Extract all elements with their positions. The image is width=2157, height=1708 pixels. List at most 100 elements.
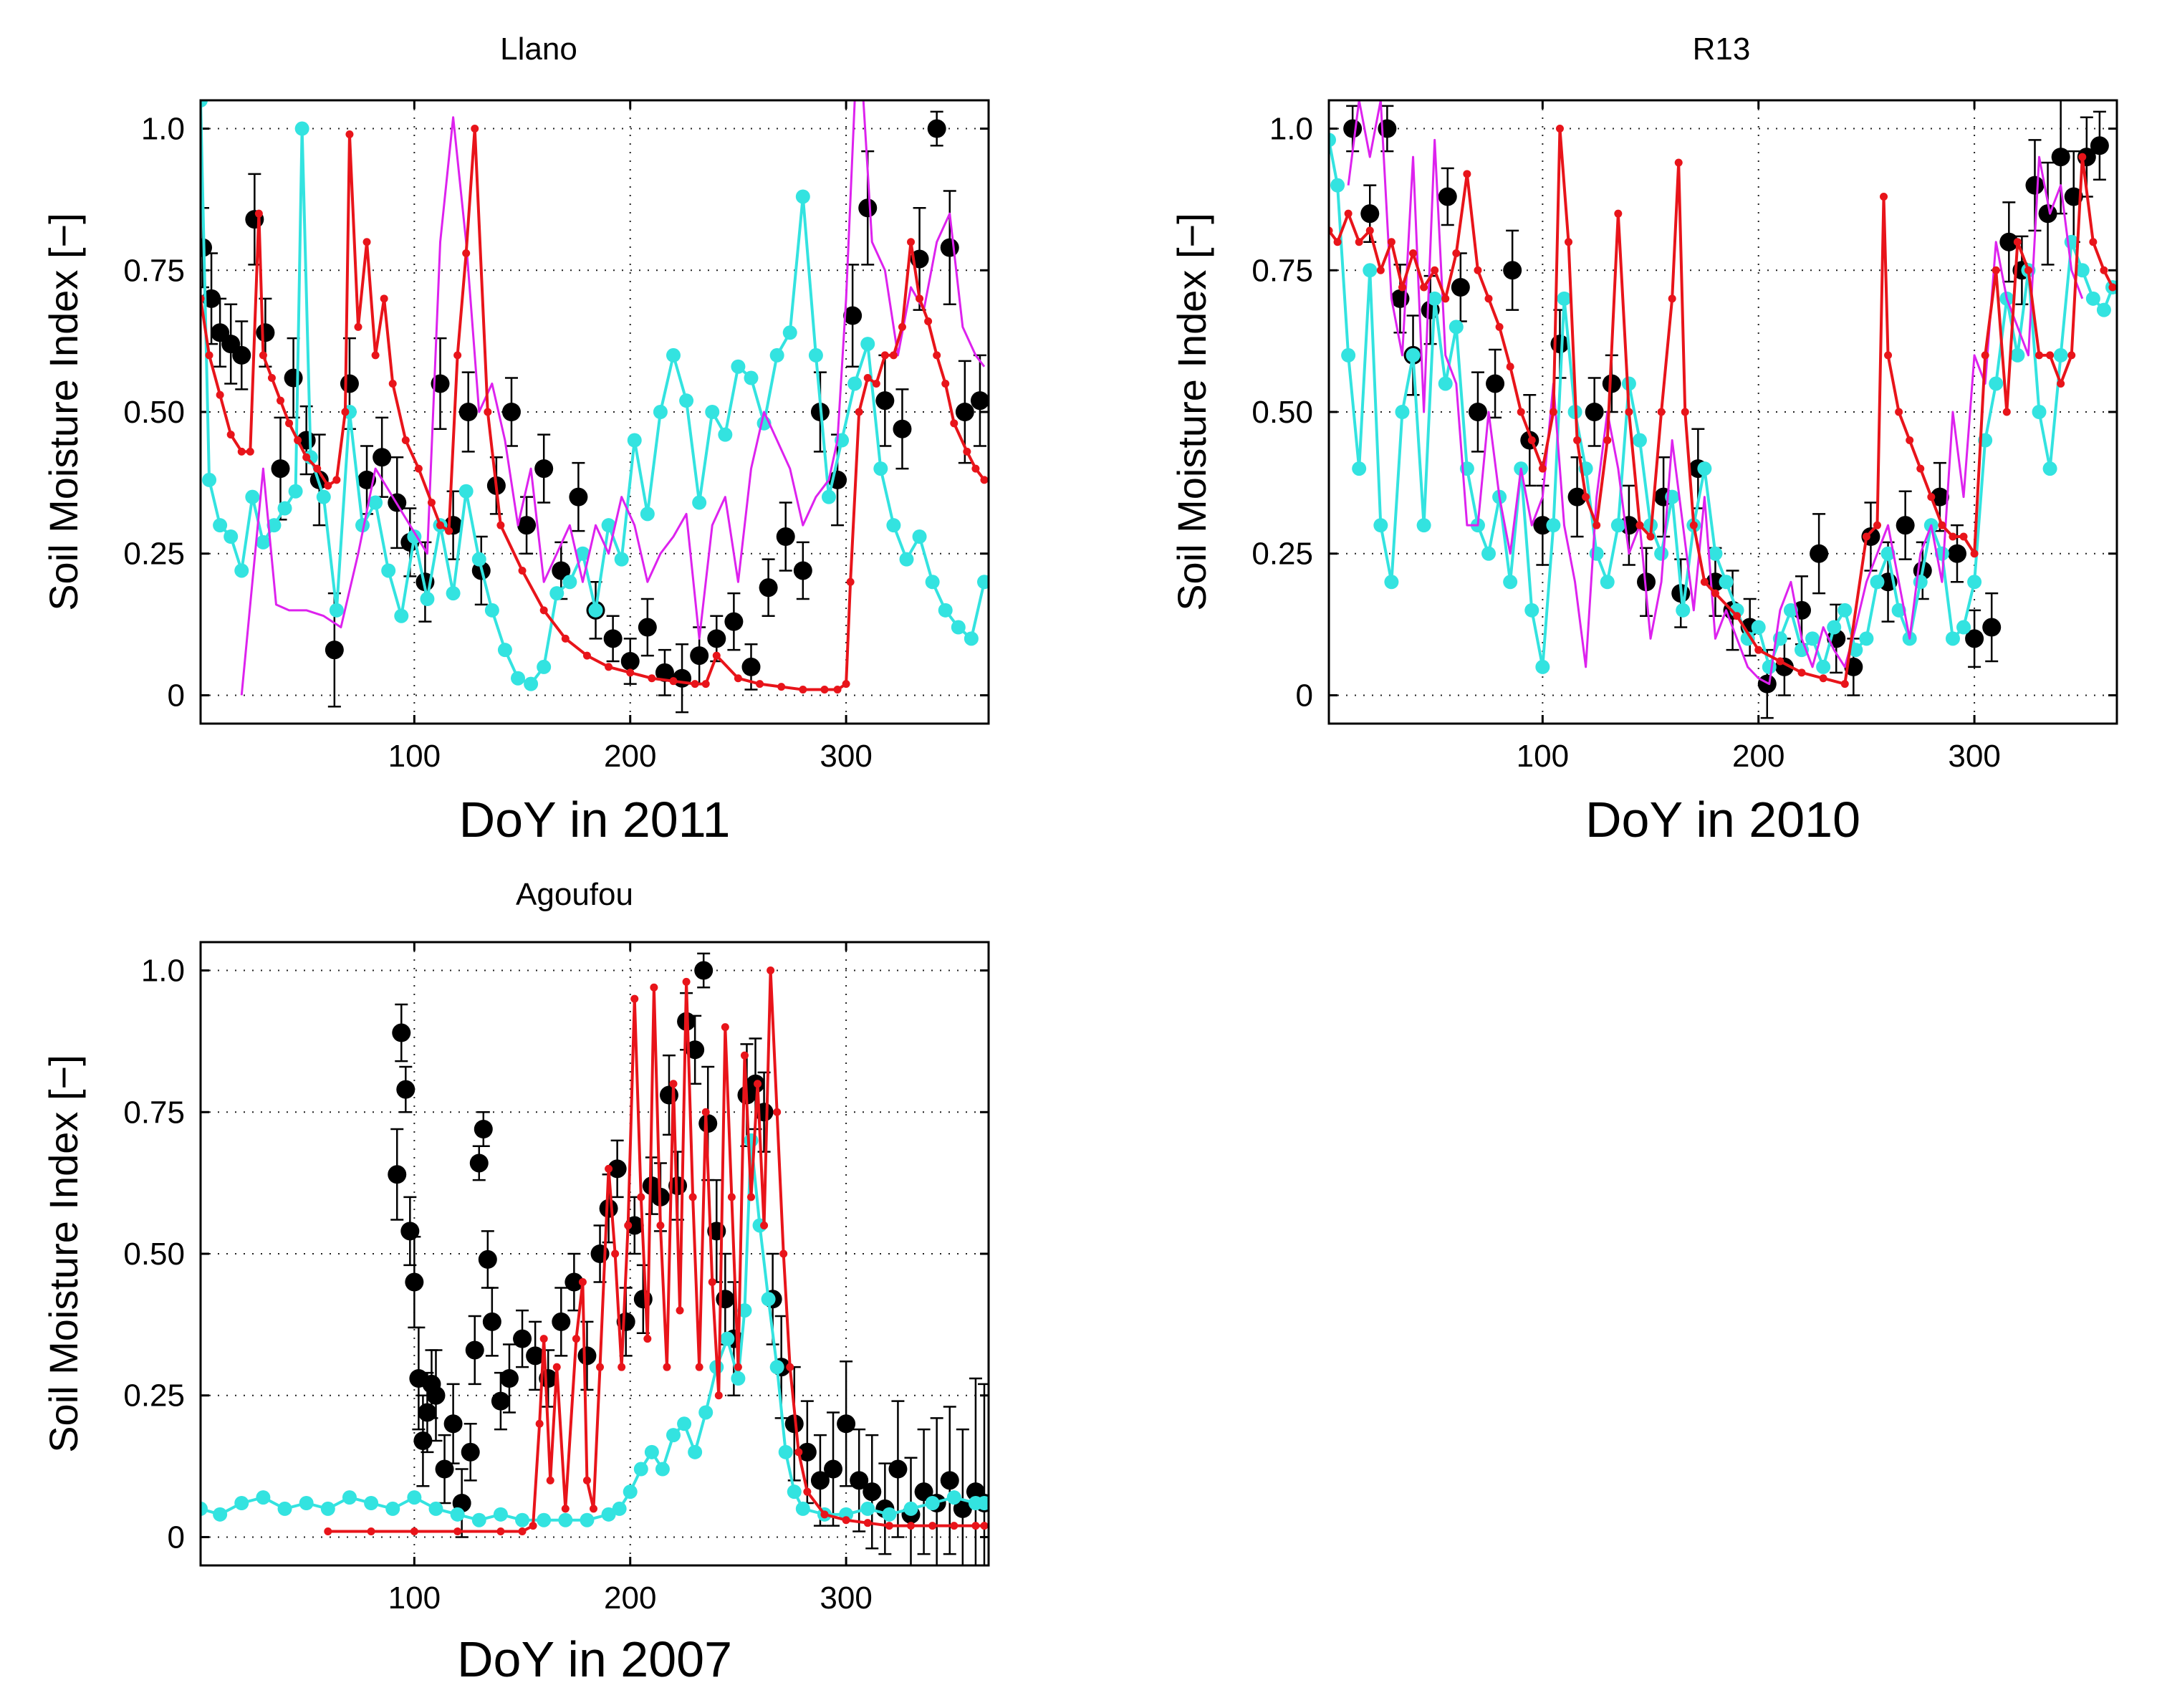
data-point-black: [690, 646, 709, 666]
data-point-cyan: [458, 484, 474, 499]
data-point-red: [605, 1164, 613, 1173]
data-point-cyan: [601, 518, 616, 533]
data-point-red: [313, 464, 322, 473]
data-point-red: [582, 651, 591, 660]
data-point-black: [373, 448, 392, 467]
data-point-cyan: [1535, 659, 1550, 674]
data-point-cyan: [1956, 620, 1971, 635]
data-point-black: [1343, 119, 1363, 138]
data-point-cyan: [677, 1416, 692, 1431]
data-point-red: [380, 294, 388, 303]
data-point-black: [793, 561, 812, 580]
data-point-red: [1355, 238, 1363, 246]
data-point-black: [465, 1340, 484, 1360]
grid-lines: [1329, 100, 2117, 724]
data-point-red: [2108, 283, 2117, 292]
data-point-cyan: [266, 518, 282, 533]
data-point-red: [2002, 408, 2011, 416]
x-axis-label: DoY in 2011: [459, 792, 731, 848]
series-cyan-line: [201, 1138, 984, 1522]
data-point-cyan: [886, 518, 901, 533]
series-cyan: [1329, 133, 2117, 674]
data-point-red: [1711, 589, 1719, 598]
data-point-red: [650, 983, 658, 992]
data-point-red: [1441, 294, 1450, 303]
data-point-black: [686, 1040, 705, 1060]
data-point-cyan: [2042, 461, 2057, 476]
data-point-red: [267, 374, 276, 383]
data-point-cyan: [623, 1484, 638, 1500]
data-point-cyan: [385, 1501, 400, 1516]
data-point-cyan: [737, 1303, 752, 1318]
data-point-black: [1550, 335, 1570, 354]
data-point-cyan: [234, 563, 249, 578]
y-tick-label: 0: [168, 678, 185, 713]
data-point-red: [341, 408, 350, 416]
data-point-black: [655, 663, 674, 682]
data-point-red: [756, 680, 764, 689]
data-point-black: [1451, 278, 1470, 297]
data-point-cyan: [1546, 518, 1561, 533]
data-point-red: [1387, 238, 1395, 246]
data-point-black: [396, 1080, 415, 1099]
data-point-cyan: [782, 325, 797, 340]
data-point-cyan: [2053, 347, 2068, 363]
data-point-cyan: [692, 495, 707, 510]
data-point-black: [1567, 487, 1587, 507]
x-tick-label: 100: [1517, 739, 1569, 774]
data-point-red: [1776, 657, 1784, 666]
data-point-black: [1982, 618, 2002, 637]
data-point-cyan: [1503, 575, 1518, 590]
data-point-black: [638, 618, 657, 637]
data-point-cyan: [1740, 631, 1755, 646]
data-point-red: [1517, 408, 1525, 416]
data-point-black: [2025, 176, 2045, 195]
data-point-cyan: [256, 534, 271, 550]
data-point-red: [721, 1023, 729, 1032]
data-point-black: [2090, 136, 2109, 155]
data-point-black: [461, 1442, 480, 1462]
plot-frame: [199, 99, 990, 725]
x-tick-label: 100: [388, 1580, 441, 1616]
data-point-black: [400, 1222, 420, 1241]
data-point-red: [345, 130, 354, 138]
data-point-black: [1965, 629, 1984, 648]
data-point-red: [436, 521, 445, 529]
data-point-red: [1873, 521, 1881, 529]
data-point-cyan: [484, 603, 499, 618]
data-point-red: [656, 1221, 665, 1229]
data-point-cyan: [288, 484, 303, 499]
series-cyan-line: [201, 100, 986, 686]
data-point-red: [1527, 436, 1536, 445]
data-point-red: [691, 680, 699, 689]
data-point-cyan: [769, 347, 784, 363]
data-point-cyan: [705, 405, 720, 419]
data-point-cyan: [2096, 302, 2111, 317]
data-point-cyan: [778, 1444, 793, 1459]
data-point-cyan: [627, 433, 642, 448]
data-point-red: [1754, 646, 1763, 654]
tick-labels: 100 200 300 0 0.25 0.50 0.75 1.0: [123, 954, 872, 1616]
data-point-red: [611, 1249, 620, 1258]
data-point-cyan: [1870, 575, 1885, 590]
data-point-red: [663, 1363, 671, 1371]
data-point-black: [625, 1216, 644, 1235]
data-point-cyan: [688, 1444, 703, 1459]
data-point-red: [401, 436, 410, 445]
data-point-red: [924, 317, 933, 325]
data-point-cyan: [202, 472, 217, 487]
data-point-cyan: [1363, 263, 1378, 278]
data-point-red: [779, 1249, 788, 1258]
data-point-red: [2078, 153, 2087, 161]
data-point-red: [1681, 408, 1689, 416]
data-point-cyan: [976, 1496, 989, 1510]
data-point-cyan: [860, 1501, 875, 1516]
data-point-red: [518, 566, 527, 575]
data-point-red: [246, 447, 254, 456]
grid-lines: [201, 100, 989, 724]
data-point-black: [1999, 232, 2019, 251]
data-point-black: [620, 652, 640, 671]
data-point-red: [589, 1505, 597, 1513]
tick-labels: 100 200 300 0 0.25 0.50 0.75 1.0: [123, 112, 872, 774]
data-point-cyan: [1416, 518, 1431, 533]
